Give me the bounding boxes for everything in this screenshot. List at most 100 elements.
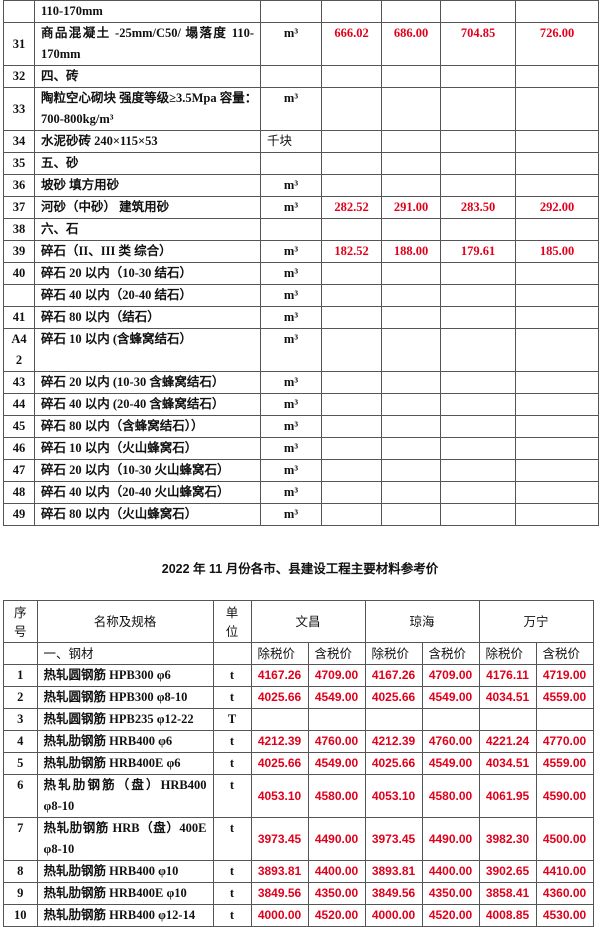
material-name: 碎石 80 以内（含蜂窝结石））	[34, 415, 261, 438]
material-name: 热轧圆钢筋 HPB300 φ6	[36, 664, 214, 687]
price-cell	[478, 708, 537, 731]
price-cell: 292.00	[515, 196, 599, 219]
price-cell: 4221.24	[478, 730, 537, 753]
unit: m³	[260, 481, 322, 504]
price-cell: 4490.00	[421, 817, 480, 861]
unit: t	[212, 860, 252, 883]
table-row: 5 热轧肋钢筋 HRB400E φ6 t 4025.66 4549.00 4025.66 4…	[3, 752, 594, 775]
row-number	[3, 284, 35, 307]
price-cell: 4520.00	[421, 904, 480, 927]
row-number: 40	[3, 262, 35, 285]
price-cell: 4360.00	[535, 882, 594, 905]
unit: m³	[260, 262, 322, 285]
unit: t	[212, 730, 252, 753]
price-cell	[321, 306, 382, 329]
price-cell: 4167.26	[250, 664, 309, 687]
price-cell	[440, 152, 516, 175]
price-cell	[381, 437, 441, 460]
price-cell	[515, 306, 599, 329]
price-cell: 686.00	[381, 22, 441, 66]
table-row: 8 热轧肋钢筋 HRB400 φ10 t 3893.81 4400.00 3893.81 4…	[3, 860, 594, 883]
price-cell: 4549.00	[307, 752, 366, 775]
price-cell: 4549.00	[421, 686, 480, 709]
unit: m³	[260, 437, 322, 460]
material-name: 热轧圆钢筋 HPB300 φ8-10	[36, 686, 214, 709]
unit: t	[212, 752, 252, 775]
material-name: 碎石 80 以内（火山蜂窝石）	[34, 503, 261, 526]
price-cell	[515, 459, 599, 482]
price-cell: 3849.56	[250, 882, 309, 905]
material-name: 商品混凝土 -25mm/C50/ 塌落度 110-170mm	[34, 22, 261, 66]
price-cell: 4490.00	[307, 817, 366, 861]
price-cell: 4709.00	[307, 664, 366, 687]
row-number: 45	[3, 415, 35, 438]
table-row: 2 热轧圆钢筋 HPB300 φ8-10 t 4025.66 4549.00 4025.6…	[3, 686, 594, 709]
price-cell: 704.85	[440, 22, 516, 66]
table-row: 10 热轧肋钢筋 HRB400 φ12-14 t 4000.00 4520.00 4000…	[3, 904, 594, 927]
price-cell	[381, 152, 441, 175]
unit	[260, 152, 322, 175]
price-cell	[421, 708, 480, 731]
price-cell	[440, 65, 516, 88]
price-cell: 283.50	[440, 196, 516, 219]
row-number: 8	[3, 860, 38, 883]
material-name: 碎石 10 以内（火山蜂窝石）	[34, 437, 261, 460]
header-name: 名称及规格	[36, 600, 214, 643]
price-cell	[321, 459, 382, 482]
price-cell	[515, 0, 599, 23]
table-row: 33 陶粒空心砌块 强度等级≥3.5Mpa 容量：700-800kg/m³ m³	[3, 87, 599, 131]
price-cell	[381, 130, 441, 153]
table-row: 48 碎石 40 以内（20-40 火山蜂窝石） m³	[3, 481, 599, 504]
price-cell: 4350.00	[421, 882, 480, 905]
price-cell	[381, 262, 441, 285]
price-cell	[440, 371, 516, 394]
price-cell	[381, 0, 441, 23]
price-cell: 4580.00	[421, 774, 480, 818]
price-cell	[515, 437, 599, 460]
table-row: 4 热轧肋钢筋 HRB400 φ6 t 4212.39 4760.00 4212.39 47…	[3, 730, 594, 753]
price-cell	[440, 0, 516, 23]
price-cell: 666.02	[321, 22, 382, 66]
price-cell	[381, 65, 441, 88]
price-cell: 4549.00	[307, 686, 366, 709]
price-cell: 4559.00	[535, 752, 594, 775]
material-name: 碎石 10 以内 (含蜂窝结石）	[34, 328, 261, 372]
price-cell	[440, 481, 516, 504]
row-number: 7	[3, 817, 38, 861]
table-row: 7 热轧肋钢筋 HRB（盘）400E φ8-10 t 3973.45 4490.00 39…	[3, 817, 594, 861]
row-number: 33	[3, 87, 35, 131]
price-label: 含税价	[307, 642, 366, 665]
material-name: 碎石 20 以内（10-30 结石）	[34, 262, 261, 285]
price-cell	[381, 328, 441, 372]
material-name: 热轧肋钢筋 HRB（盘）400E φ8-10	[36, 817, 214, 861]
table-row: 36 坡砂 填方用砂 m³	[3, 174, 599, 197]
price-cell: 4559.00	[535, 686, 594, 709]
price-cell	[440, 328, 516, 372]
price-cell: 726.00	[515, 22, 599, 66]
unit: t	[212, 817, 252, 861]
price-cell: 3893.81	[250, 860, 309, 883]
unit: t	[212, 882, 252, 905]
material-name: 碎石 80 以内（结石）	[34, 306, 261, 329]
price-cell	[321, 415, 382, 438]
price-cell: 4034.51	[478, 752, 537, 775]
price-cell: 188.00	[381, 240, 441, 263]
price-label: 除税价	[250, 642, 309, 665]
price-cell: 179.61	[440, 240, 516, 263]
material-name: 碎石 20 以内（10-30 火山蜂窝石）	[34, 459, 261, 482]
material-name: 热轧肋钢筋 HRB400E φ6	[36, 752, 214, 775]
price-table-continued: 110-170mm 31 商品混凝土 -25mm/C50/ 塌落度 110-170m…	[3, 0, 599, 526]
price-cell	[515, 262, 599, 285]
price-cell	[440, 306, 516, 329]
table-row: 37 河砂（中砂） 建筑用砂 m³ 282.52 291.00 283.50 292.00	[3, 196, 599, 219]
price-cell	[364, 708, 423, 731]
price-cell: 4549.00	[421, 752, 480, 775]
price-cell	[515, 481, 599, 504]
row-number: 34	[3, 130, 35, 153]
price-cell	[440, 437, 516, 460]
price-cell	[381, 459, 441, 482]
price-cell	[381, 87, 441, 131]
row-number: 32	[3, 65, 35, 88]
table-row: 34 水泥砂砖 240×115×53 千块	[3, 130, 599, 153]
material-name: 热轧圆钢筋 HPB235 φ12-22	[36, 708, 214, 731]
